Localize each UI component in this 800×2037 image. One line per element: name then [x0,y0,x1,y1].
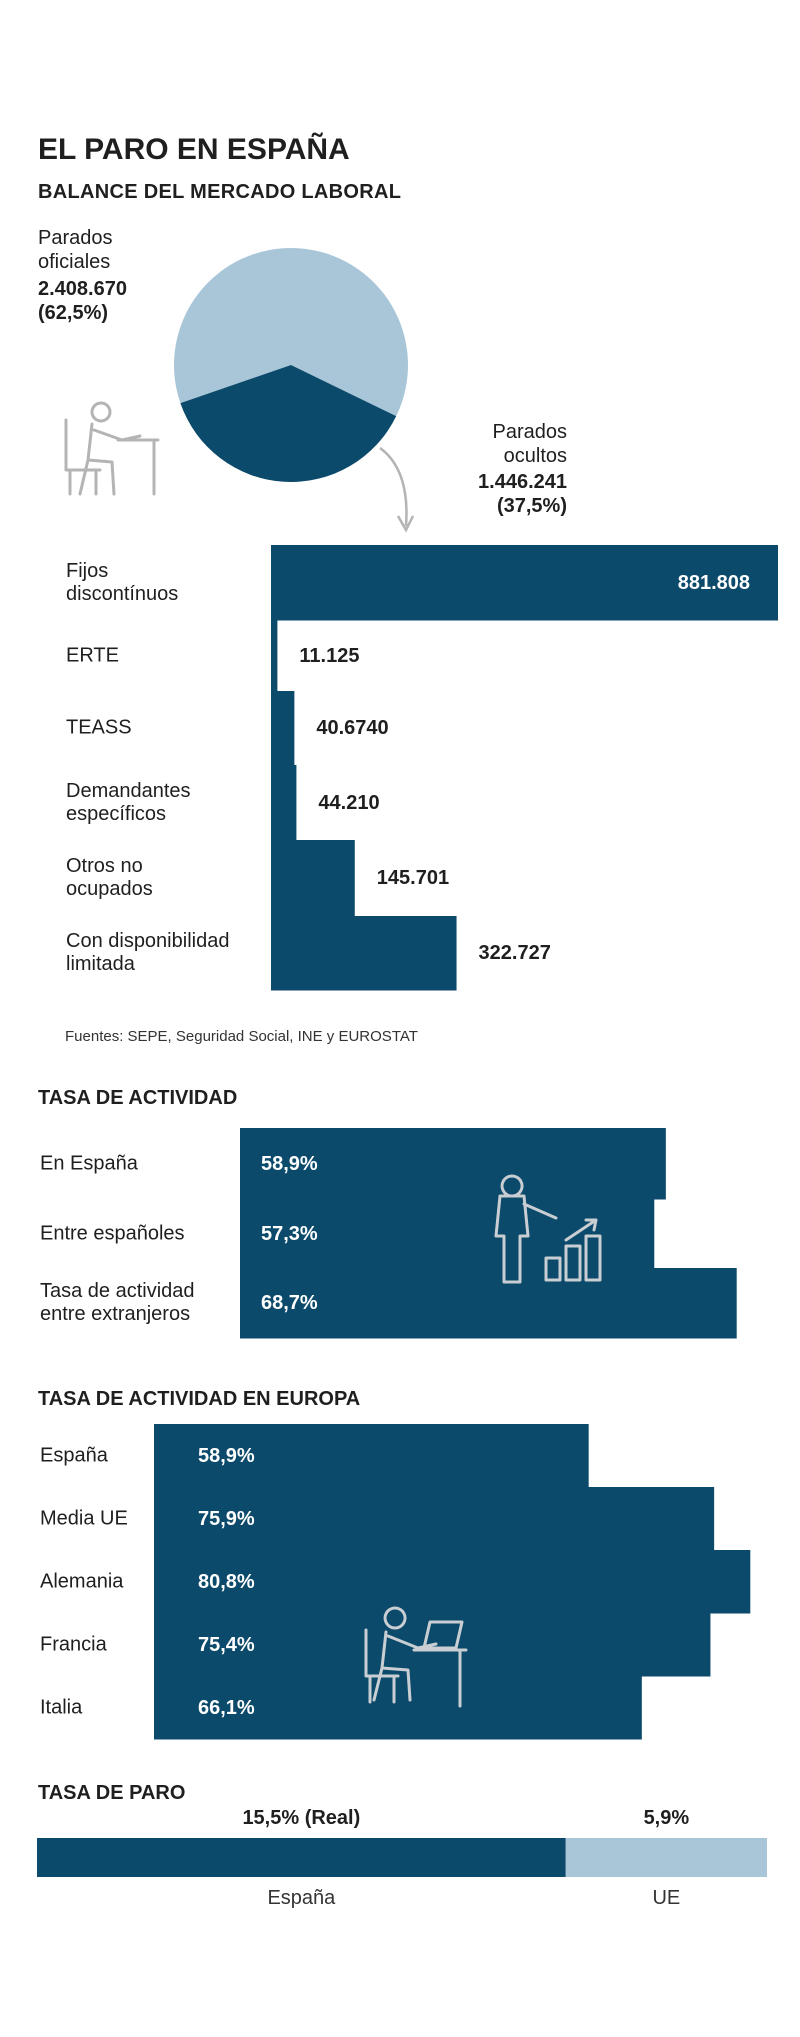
chart-title: TASA DE ACTIVIDAD [38,1087,238,1109]
value-label: 40.6740 [316,717,389,739]
legend-label: UE [652,1887,681,1909]
bar [240,1268,737,1339]
category-label: TEASS [66,716,132,739]
icon-desk [116,438,160,496]
slice-value-label: 2.408.670 [38,278,127,300]
bar-segment [565,1838,767,1877]
category-label: Entre españoles [40,1222,185,1244]
bar [271,545,778,621]
bar [271,691,295,766]
category-label: ERTE [66,644,119,666]
category-label: Otros no ocupados [66,855,153,900]
bar [271,840,355,917]
value-label: 58,9% [198,1444,255,1467]
value-label: 80,8% [198,1570,255,1593]
bar [271,916,457,991]
bar [240,1128,666,1200]
category-label: Fijos discontínuos [66,559,179,605]
value-label: 15,5% (Real) [242,1807,361,1829]
person-icon [494,1174,558,1284]
slice-percent-label: (62,5%) [38,302,109,324]
value-label: 57,3% [261,1222,318,1245]
bar [154,1487,715,1551]
value-label: 44.210 [318,791,380,814]
value-label: 75,9% [198,1507,255,1530]
icon-body [78,422,142,496]
worker-icon [372,1606,438,1702]
desk-icon [64,401,160,496]
pie-slice [180,365,397,482]
chart-subtitle: BALANCE DEL MERCADO LABORAL [38,181,402,203]
slice-label: Parados ocultos [492,421,568,467]
bar [271,620,278,692]
chart-title: TASA DE PARO [38,1782,186,1804]
arrow-head [396,515,415,533]
category-label: Tasa de actividad entre extranjeros [40,1280,195,1325]
icon-chair [64,418,102,496]
growth-icon [544,1218,602,1282]
worker-desk-icon [364,1620,468,1708]
category-label: España [40,1444,108,1466]
icon-head [90,401,112,423]
category-label: Alemania [40,1570,124,1592]
value-label: 322.727 [478,942,551,964]
value-label: 68,7% [261,1292,318,1314]
category-label: En España [40,1152,138,1174]
chart-title: EL PARO EN ESPAÑA [38,133,350,166]
bar-segment [37,1838,566,1877]
bar [154,1550,751,1614]
arrow [379,446,408,527]
slice-label: Parados oficiales [38,227,113,273]
value-label: 66,1% [198,1696,255,1719]
slice-percent-label: (37,5%) [496,495,567,517]
pie-slice [174,247,408,417]
bar [271,765,297,841]
value-label: 58,9% [261,1152,318,1175]
category-label: Italia [40,1696,83,1718]
value-label: 5,9% [643,1807,690,1829]
category-label: Con disponibilidad limitada [66,930,230,975]
legend-label: España [267,1887,336,1909]
value-label: 75,4% [198,1633,255,1656]
category-label: Media UE [40,1507,128,1529]
bar [154,1424,589,1488]
source-note: Fuentes: SEPE, Seguridad Social, INE y E… [65,1028,418,1045]
value-label: 145.701 [376,867,450,889]
chart-title: TASA DE ACTIVIDAD EN EUROPA [38,1388,361,1410]
value-label: 11.125 [299,644,360,667]
category-label: Demandantes específicos [66,779,191,825]
value-label: 881.808 [677,571,750,594]
bar [154,1676,642,1740]
slice-value-label: 1.446.241 [478,471,567,493]
category-label: Francia [40,1633,107,1655]
